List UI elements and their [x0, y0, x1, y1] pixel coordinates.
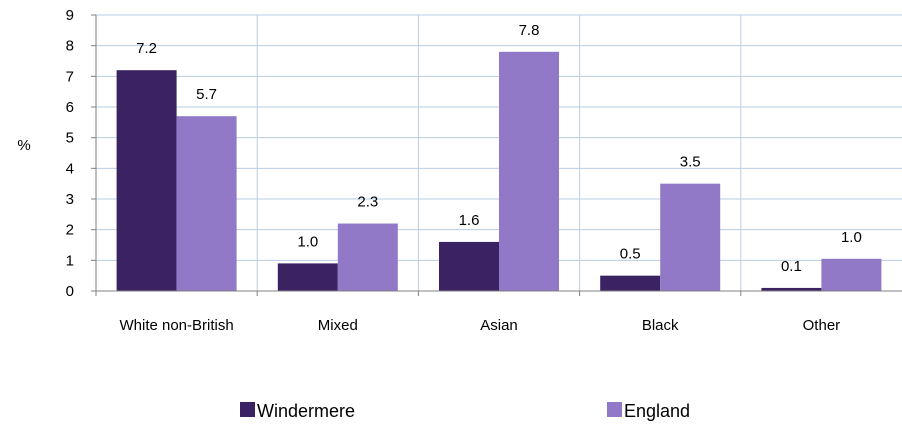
- data-label: 0.1: [781, 258, 802, 275]
- y-tick-label: 5: [66, 130, 74, 147]
- x-tick-label: White non-British: [119, 317, 233, 334]
- bar-england-2: [499, 51, 559, 291]
- data-label: 0.5: [620, 246, 641, 263]
- y-axis-label: %: [17, 137, 30, 154]
- bar-england-3: [660, 183, 721, 291]
- data-label: 3.5: [680, 154, 701, 171]
- data-labels: 7.2 5.7 1.0 2.3 1.6 7.8 0.5 3.5 0.1 1.0: [136, 22, 862, 275]
- data-label: 1.0: [297, 233, 318, 250]
- axes: 0 1 2 3 4 5 6 7 8 9 White non-British Mixed Asian Bla…: [66, 7, 902, 334]
- legend-swatch-england: [607, 402, 622, 417]
- y-tick-label: 0: [66, 283, 74, 300]
- y-tick-label: 9: [66, 7, 74, 24]
- bar-england-1: [337, 223, 398, 291]
- y-tick-label: 1: [66, 252, 74, 269]
- bar-windermere-2: [439, 241, 499, 291]
- x-tick-label: Other: [803, 317, 841, 334]
- y-tick-label: 4: [66, 160, 74, 177]
- legend-label-england: England: [624, 401, 690, 421]
- legend-label-windermere: Windermere: [257, 401, 355, 421]
- bar-england-0: [176, 116, 237, 291]
- legend: Windermere England: [240, 401, 690, 421]
- data-label: 7.8: [519, 22, 540, 39]
- y-tick-label: 8: [66, 38, 74, 55]
- y-tick-label: 3: [66, 191, 74, 208]
- bar-windermere-0: [116, 70, 177, 291]
- y-tick-label: 7: [66, 68, 74, 85]
- data-label: 1.0: [841, 229, 862, 246]
- data-label: 7.2: [136, 40, 157, 57]
- legend-swatch-windermere: [240, 402, 255, 417]
- x-tick-label: Mixed: [318, 317, 358, 334]
- y-tick-label: 6: [66, 99, 74, 116]
- x-tick-label: Asian: [480, 317, 518, 334]
- bars: [116, 51, 882, 291]
- bar-windermere-3: [600, 275, 661, 291]
- bar-windermere-4: [761, 287, 822, 291]
- y-tick-label: 2: [66, 222, 74, 239]
- bar-windermere-1: [277, 263, 338, 291]
- x-tick-label: Black: [642, 317, 679, 334]
- data-label: 1.6: [459, 212, 480, 229]
- data-label: 5.7: [196, 86, 217, 103]
- data-label: 2.3: [357, 194, 378, 211]
- bar-england-4: [821, 258, 882, 291]
